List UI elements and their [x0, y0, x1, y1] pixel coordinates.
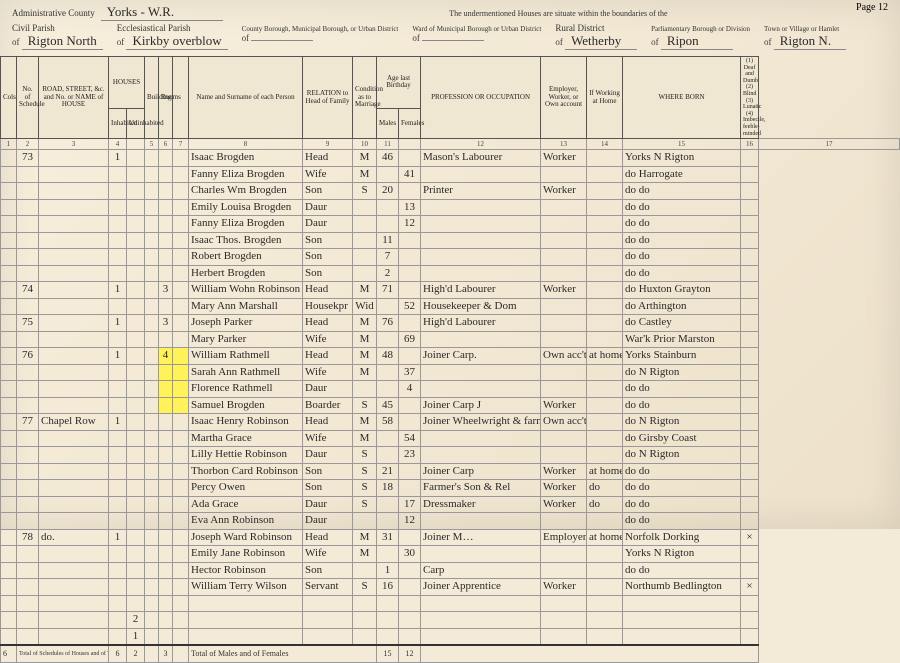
table-row: Isaac Thos. BrogdenSon11do do [1, 232, 900, 249]
admin-county-value: Yorks - W.R. [101, 4, 223, 21]
col-name: Name and Surname of each Person [189, 57, 303, 139]
table-row: Mary Ann MarshallHousekprWid52Housekeepe… [1, 298, 900, 315]
table-row: 77Chapel Row1Isaac Henry RobinsonHeadM58… [1, 414, 900, 431]
col-age: Age last Birthday [377, 57, 421, 109]
table-row: 7413William Wohn RobinsonHeadM71High'd L… [1, 282, 900, 299]
col-age-f: Females [399, 108, 421, 138]
town-value: Rigton N. [774, 33, 846, 50]
boundaries-text: The undermentioned Houses are situate wi… [449, 9, 667, 18]
table-row: 78do.1Joseph Ward RobinsonHeadM31Joiner … [1, 529, 900, 546]
ward-label: Ward of Municipal Borough or Urban Distr… [412, 25, 541, 33]
table-row [1, 595, 900, 612]
footer-left: Total of Schedules of Houses and of Tene… [17, 645, 109, 662]
civil-parish-label: Civil Parish [12, 23, 55, 33]
table-row: Ada GraceDaurS17DressmakerWorkerdodo do [1, 496, 900, 513]
table-row: William Terry WilsonServantS16Joiner App… [1, 579, 900, 596]
civil-parish-value: Rigton North [22, 33, 103, 50]
table-row: Sarah Ann RathmellWifeM37do N Rigton [1, 364, 900, 381]
footer-blank: 6 [1, 645, 17, 662]
col-relation: RELATION to Head of Family [303, 57, 353, 139]
eccl-parish-value: Kirkby overblow [126, 33, 227, 50]
table-row: Fanny Eliza BrogdenDaur12do do [1, 216, 900, 233]
col-uninhabited: Uninhabited [127, 108, 145, 138]
table-row: Fanny Eliza BrogdenWifeM41do Harrogate [1, 166, 900, 183]
col-home: If Working at Home [587, 57, 623, 139]
census-table: Cols No. of Schedule ROAD, STREET, &c. a… [0, 56, 900, 663]
col-age-m: Males [377, 108, 399, 138]
footer-rms-total: 3 [159, 645, 173, 662]
footer-m-total: 15 [377, 645, 399, 662]
footer-inh-total: 6 [109, 645, 127, 662]
census-page: Page 12 Administrative County Yorks - W.… [0, 0, 900, 529]
table-row: Thorbon Card RobinsonSonS21Joiner CarpWo… [1, 463, 900, 480]
county-borough-label: County Borough, Municipal Borough, or Ur… [242, 25, 399, 33]
col-employer: Employer, Worker, or Own account [541, 57, 587, 139]
table-row: Herbert BrogdenSon2do do [1, 265, 900, 282]
header-block: Administrative County Yorks - W.R. The u… [0, 0, 900, 56]
table-row: Lilly Hettie RobinsonDaurS23do N Rigton [1, 447, 900, 464]
table-row: Emily Jane RobinsonWifeM30Yorks N Rigton [1, 546, 900, 563]
col-houses: HOUSES [109, 57, 145, 109]
table-row: Martha GraceWifeM54do Girsby Coast [1, 430, 900, 447]
page-number: Page 12 [856, 2, 888, 13]
col-cols: Cols [1, 57, 17, 139]
table-row: Percy OwenSonS18Farmer's Son & RelWorker… [1, 480, 900, 497]
town-label: Town or Village or Hamlet [764, 25, 839, 33]
col-infirmity: (1) Deaf and Dumb (2) Blind (3) Lunatic … [741, 57, 759, 139]
footer-uninh-total: 2 [127, 645, 145, 662]
col-schedule: No. of Schedule [17, 57, 39, 139]
table-row: Hector RobinsonSon1Carpdo do [1, 562, 900, 579]
table-row: Eva Ann RobinsonDaur12do do [1, 513, 900, 530]
footer-bld-total [145, 645, 159, 662]
eccl-parish-label: Ecclesiastical Parish [117, 23, 191, 33]
col-condition: Condition as to Marriage [353, 57, 377, 139]
table-row: Charles Wm BrogdenSonS20PrinterWorkerdo … [1, 183, 900, 200]
parl-borough-label: Parliamentary Borough or Division [651, 25, 750, 33]
table-row: 2 [1, 612, 900, 629]
ward-value [422, 40, 484, 41]
rural-district-value: Wetherby [565, 33, 637, 50]
table-row: Robert BrogdenSon7do do [1, 249, 900, 266]
table-row: 7614William RathmellHeadM48Joiner Carp.O… [1, 348, 900, 365]
table-row: 1 [1, 628, 900, 645]
footer-f-total: 12 [399, 645, 421, 662]
parl-borough-value: Ripon [661, 33, 733, 50]
col-inhabited: Inhabited [109, 108, 127, 138]
table-row: 7513Joseph ParkerHeadM76High'd Labourerd… [1, 315, 900, 332]
admin-county-label: Administrative County [12, 8, 95, 18]
county-borough-value [251, 40, 313, 41]
table-row: Emily Louisa BrogdenDaur13do do [1, 199, 900, 216]
table-row: Florence RathmellDaur4do do [1, 381, 900, 398]
col-born: WHERE BORN [623, 57, 741, 139]
table-row: Mary ParkerWifeM69War'k Prior Marston [1, 331, 900, 348]
table-row: 731Isaac BrogdenHeadM46Mason's LabourerW… [1, 150, 900, 167]
col-occupation: PROFESSION OR OCCUPATION [421, 57, 541, 139]
footer-mid: Total of Males and of Females [189, 645, 377, 662]
rural-district-label: Rural District [555, 23, 604, 33]
table-row: Samuel BrogdenBoarderS45Joiner Carp JWor… [1, 397, 900, 414]
col-road: ROAD, STREET, &c. and No. or NAME of HOU… [39, 57, 109, 139]
